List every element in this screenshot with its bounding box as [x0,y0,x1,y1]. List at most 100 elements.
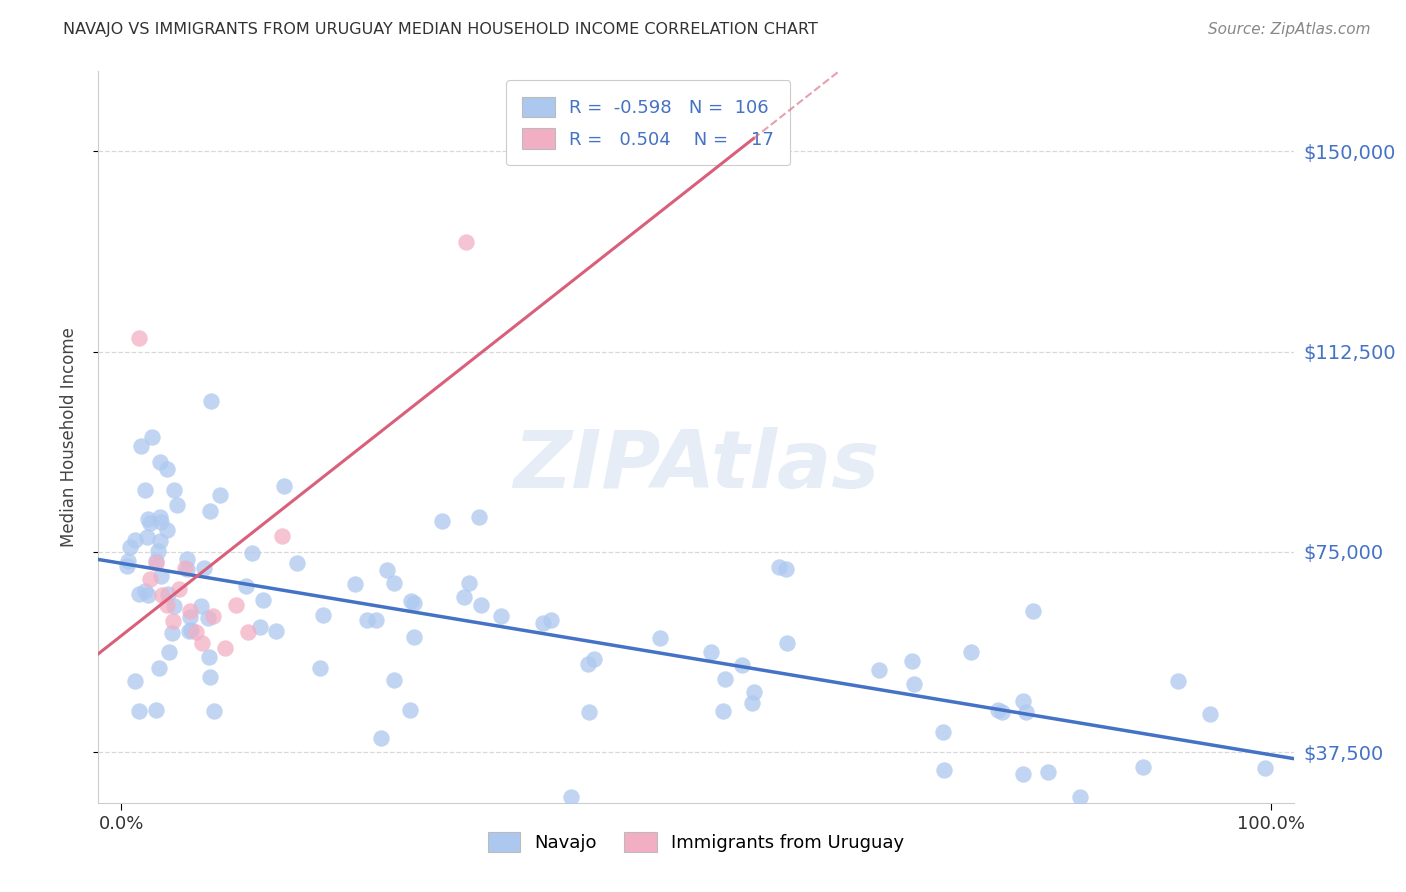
Point [191,635,214,649]
Point [959,645,981,659]
Point [139,516,162,530]
Point [311,608,333,623]
Point [128,331,150,345]
Point [741,696,763,710]
Point [430,515,453,529]
Point [382,576,405,591]
Point [179,604,201,618]
Point [249,620,271,634]
Point [157,587,180,601]
Point [453,591,475,605]
Point [149,510,172,524]
Point [489,609,512,624]
Point [148,544,170,558]
Point [375,563,398,577]
Point [470,599,492,613]
Point [731,658,754,673]
Point [128,587,150,601]
Point [129,439,152,453]
Point [903,677,925,691]
Point [252,592,274,607]
Point [139,572,162,586]
Point [868,663,890,677]
Point [768,559,790,574]
Point [240,546,263,560]
Point [932,725,955,739]
Point [264,624,287,638]
Point [176,562,198,576]
Point [343,577,366,591]
Point [1132,760,1154,774]
Point [128,704,150,718]
Legend: Navajo, Immigrants from Uruguay: Navajo, Immigrants from Uruguay [481,824,911,860]
Point [176,551,198,566]
Point [134,583,156,598]
Point [156,599,179,613]
Point [200,504,222,518]
Point [115,559,138,574]
Point [578,706,600,720]
Point [1254,761,1277,775]
Point [179,609,201,624]
Point [271,529,294,543]
Point [150,568,173,582]
Point [173,561,195,575]
Point [366,614,388,628]
Point [468,510,491,524]
Point [124,533,146,548]
Point [145,703,167,717]
Point [190,599,212,614]
Point [124,674,146,689]
Point [402,630,425,644]
Point [742,685,765,699]
Point [136,530,159,544]
Point [136,512,159,526]
Point [202,609,225,624]
Point [166,498,188,512]
Point [159,644,181,658]
Point [180,623,202,637]
Point [582,652,605,666]
Point [901,654,924,668]
Point [150,588,173,602]
Point [148,661,170,675]
Point [458,575,481,590]
Point [273,478,295,492]
Point [209,488,232,502]
Point [576,657,599,671]
Point [117,553,139,567]
Y-axis label: Median Household Income: Median Household Income [59,327,77,547]
Text: Source: ZipAtlas.com: Source: ZipAtlas.com [1208,22,1371,37]
Point [398,703,420,717]
Point [1011,694,1033,708]
Point [987,703,1010,717]
Point [1022,604,1045,618]
Point [1167,673,1189,688]
Point [1036,765,1059,780]
Point [156,462,179,476]
Point [934,763,956,777]
Point [540,613,562,627]
Text: ZIPAtlas: ZIPAtlas [513,427,879,506]
Point [356,613,378,627]
Point [382,673,405,688]
Point [370,731,392,745]
Point [193,561,215,575]
Point [700,645,723,659]
Point [184,624,207,639]
Point [776,636,799,650]
Point [309,660,332,674]
Point [118,540,141,554]
Point [235,578,257,592]
Point [1011,767,1033,781]
Point [177,624,200,638]
Point [991,705,1014,719]
Point [145,556,167,570]
Point [202,704,225,718]
Point [198,649,221,664]
Point [214,640,236,655]
Point [1199,706,1222,721]
Point [198,670,221,684]
Point [1069,790,1091,805]
Point [456,235,478,250]
